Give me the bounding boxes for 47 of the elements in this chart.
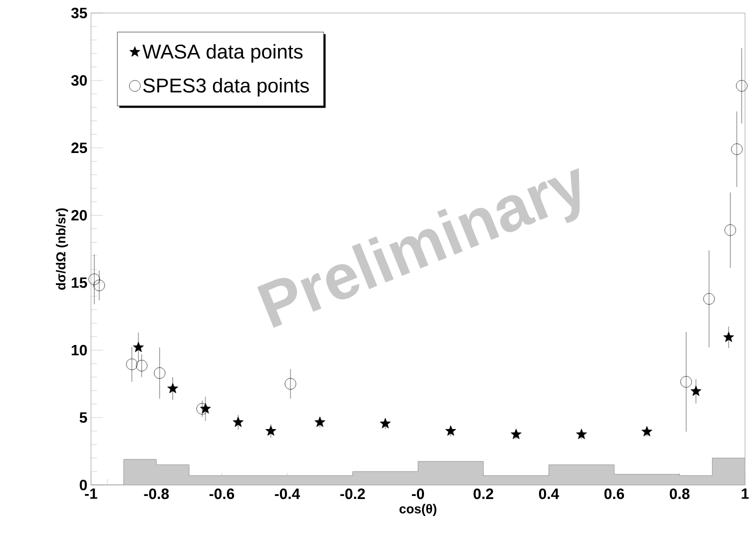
point	[93, 280, 105, 292]
point	[88, 274, 100, 286]
legend-label: SPES3 data points	[143, 78, 309, 97]
x-tick-label: -0.4	[274, 488, 300, 500]
point	[510, 428, 522, 440]
point	[314, 416, 326, 427]
point	[136, 360, 148, 372]
x-tick-label: -0	[412, 488, 424, 500]
y-tick-label: 35	[71, 8, 88, 18]
y-tick-label: 5	[80, 412, 88, 423]
point	[265, 425, 276, 436]
x-tick-label: 0.4	[539, 488, 560, 500]
point	[576, 428, 587, 440]
point	[641, 426, 652, 436]
x-tick-label: 0.6	[604, 488, 624, 500]
x-tick-label: -0.2	[340, 488, 365, 500]
point	[445, 425, 456, 436]
point	[731, 144, 743, 155]
point	[232, 416, 244, 427]
y-tick-label: 20	[71, 210, 87, 221]
x-tick-label: 1	[742, 488, 749, 499]
y-tick-label: 25	[71, 142, 88, 154]
legend-label: WASA data points	[142, 44, 303, 63]
point	[724, 224, 736, 236]
point	[126, 358, 138, 370]
point	[154, 367, 166, 379]
point	[284, 378, 296, 390]
point	[132, 342, 144, 352]
point	[723, 332, 734, 342]
y-tick-label: 0	[80, 480, 87, 490]
x-tick-label: 0.8	[670, 488, 690, 500]
x-tick-label: -0.8	[144, 488, 169, 500]
point	[167, 382, 178, 394]
x-tick-label: 0.2	[474, 488, 494, 500]
y-tick-label: 30	[71, 75, 87, 86]
y-axis-title: dσ/dΩ (nb/sr)	[56, 208, 68, 290]
point	[196, 403, 208, 415]
y-tick-label: 15	[72, 278, 88, 288]
point	[690, 386, 702, 396]
point	[703, 293, 715, 305]
y-tick-label: 10	[72, 344, 87, 356]
x-axis-title: cos(θ)	[400, 504, 436, 516]
x-tick-label: -1	[84, 488, 98, 499]
point	[680, 376, 692, 388]
x-tick-label: -0.6	[210, 488, 234, 500]
point	[736, 80, 748, 92]
point	[380, 418, 391, 428]
